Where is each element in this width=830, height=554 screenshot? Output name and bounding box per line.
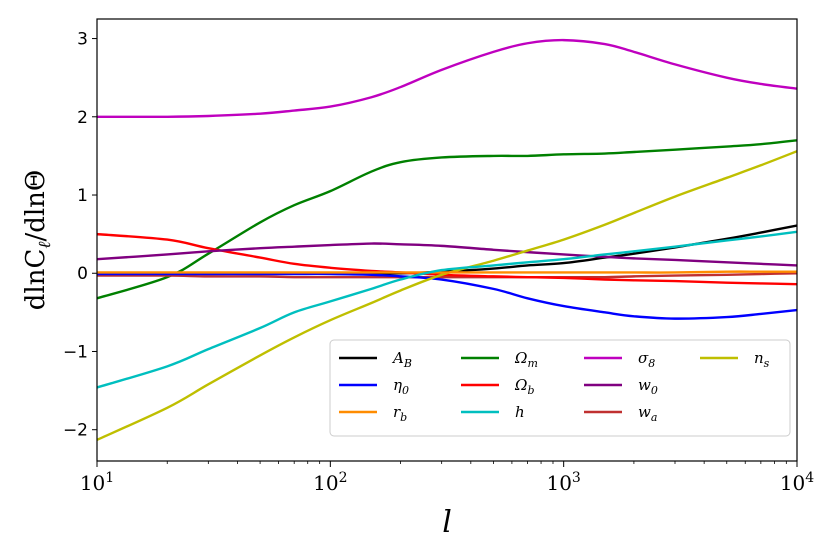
legend-label-eta-0: η0 xyxy=(393,376,409,397)
y-tick-label: 3 xyxy=(77,30,88,50)
legend-label-omega-b: Ωb xyxy=(514,376,534,397)
legend-label-h: h xyxy=(515,403,525,421)
y-tick-label: −1 xyxy=(63,342,88,362)
series-line-h xyxy=(97,230,797,389)
legend-box xyxy=(329,339,791,437)
x-tick-label: 104 xyxy=(780,470,814,495)
legend-label-sigma-8: σ8 xyxy=(638,349,655,370)
ticks-layer: 3 2 1 0 −1 −2 101 102 103 104 xyxy=(63,30,814,495)
legend-label-n-s: ns xyxy=(754,349,770,370)
x-tick-label: 103 xyxy=(546,470,580,495)
series-line-sigma-8 xyxy=(97,38,797,119)
legend: AB η0 rb Ωm Ωb h σ8 w0 wa ns xyxy=(329,339,791,437)
plot-frame xyxy=(96,18,798,462)
series-line-a-b xyxy=(97,224,797,275)
y-tick-label: 2 xyxy=(77,108,88,128)
series-line-eta-0 xyxy=(97,272,797,320)
series-line-w-0 xyxy=(97,242,797,267)
series-line-r-b xyxy=(97,270,797,274)
y-tick-label: −2 xyxy=(63,421,88,441)
series-line-omega-b xyxy=(97,232,797,286)
series-line-w-a xyxy=(97,272,797,279)
legend-label-w-a: wa xyxy=(638,403,657,424)
x-axis-label: l xyxy=(442,505,452,540)
y-tick-label: 1 xyxy=(77,186,88,206)
series-line-omega-m xyxy=(97,139,797,300)
legend-label-a-b: AB xyxy=(391,349,412,370)
x-tick-label: 102 xyxy=(313,470,347,495)
x-tick-label: 101 xyxy=(80,470,114,495)
legend-label-w-0: w0 xyxy=(638,376,658,397)
legend-label-r-b: rb xyxy=(393,403,407,424)
y-axis-label: dlnCℓ/dlnΘ xyxy=(21,170,55,310)
series-layer xyxy=(97,38,797,441)
legend-label-omega-m: Ωm xyxy=(514,349,538,370)
y-tick-label: 0 xyxy=(77,264,88,284)
